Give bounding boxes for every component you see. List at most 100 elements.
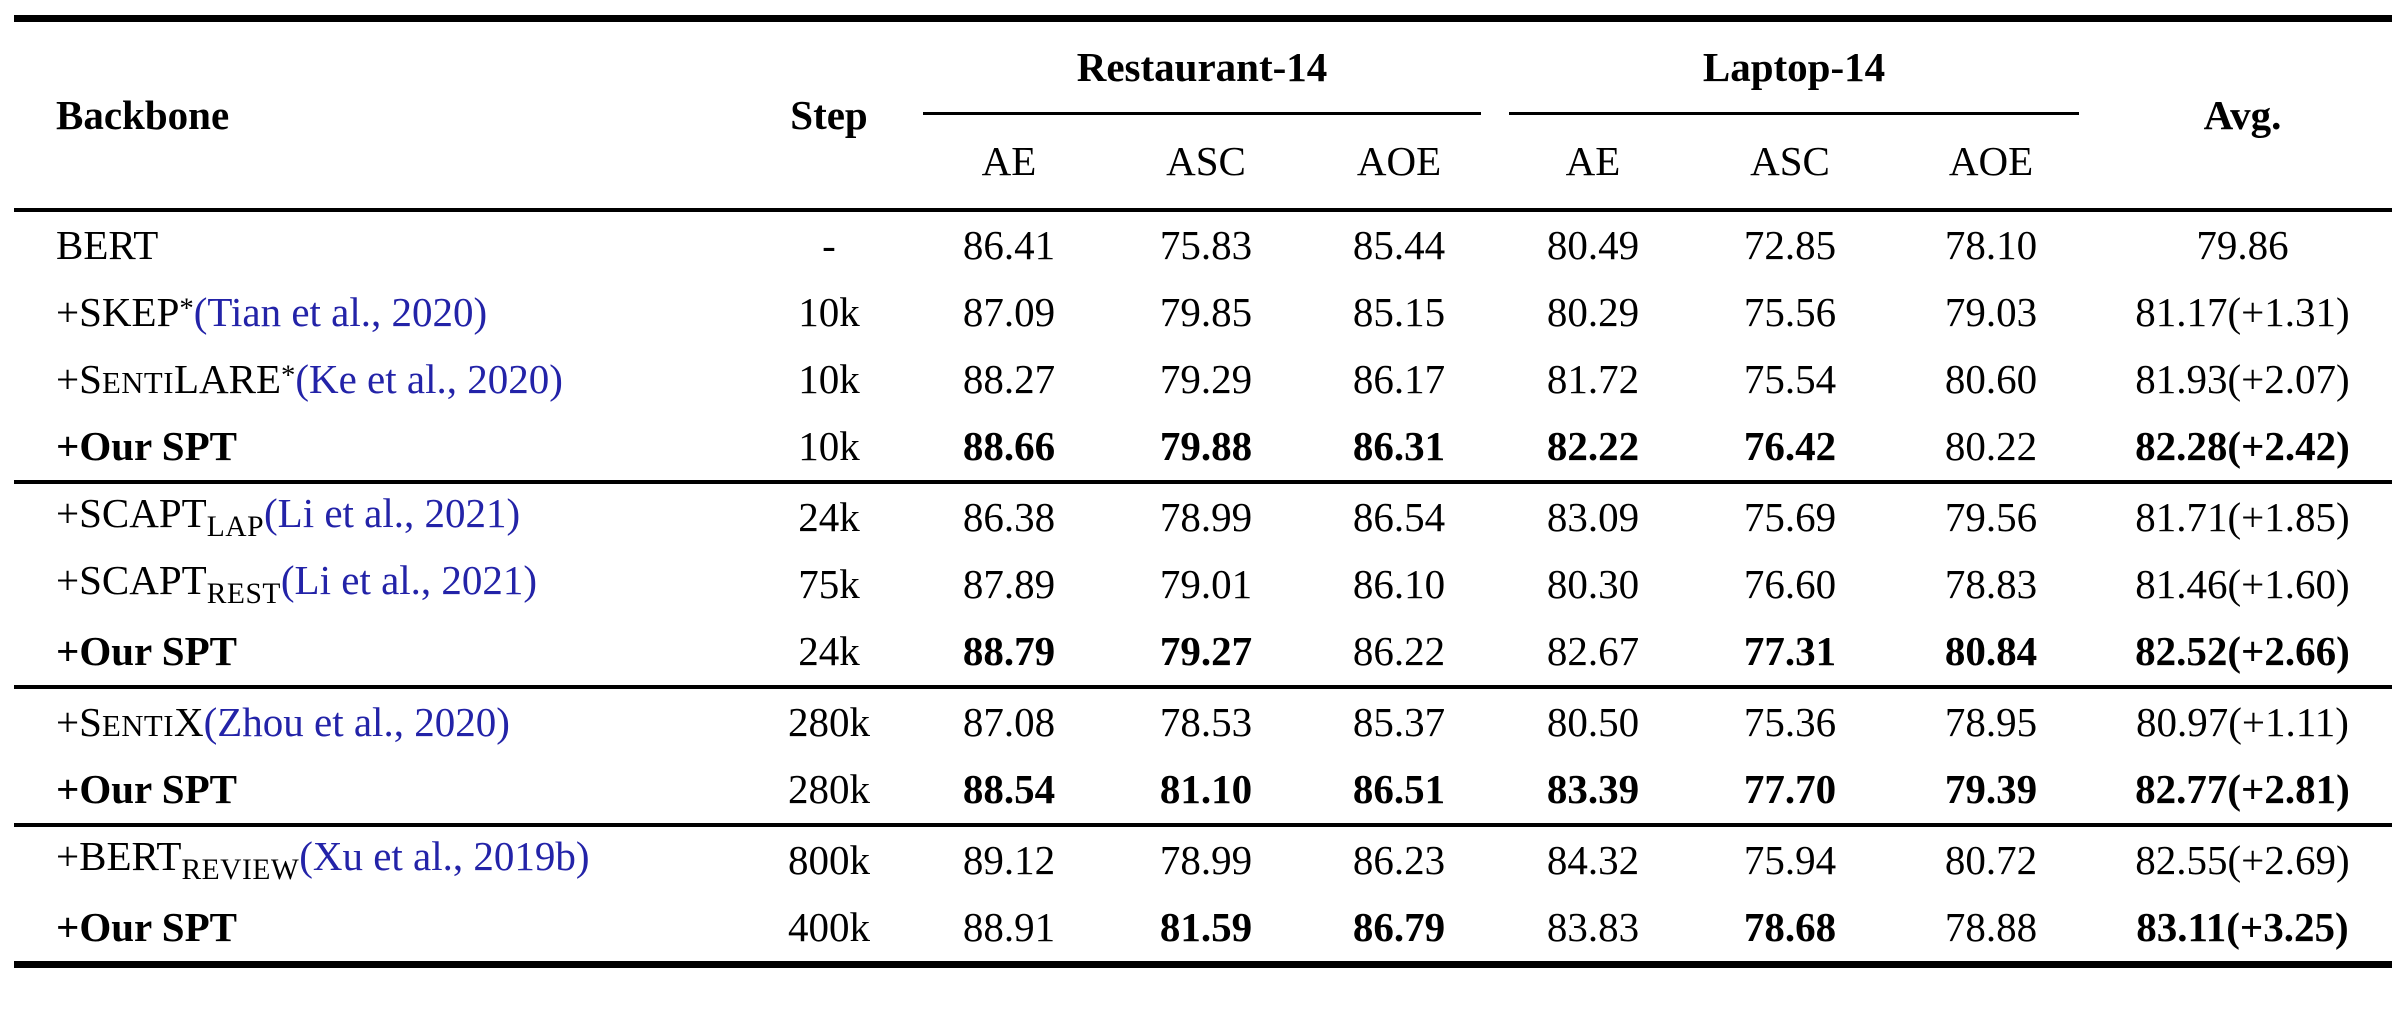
label-text: LAP xyxy=(206,510,264,543)
label-text: +BERT xyxy=(56,832,182,879)
cell-value: 78.88 xyxy=(1944,904,2038,950)
cell-value: 87.89 xyxy=(962,561,1056,607)
cell-value: 88.54 xyxy=(962,766,1056,812)
cell-value: 86.41 xyxy=(962,222,1056,268)
cell-avg: 82.28(+2.42) xyxy=(2135,423,2350,469)
cell-step: 24k xyxy=(798,494,860,540)
cell-value: 80.50 xyxy=(1546,699,1640,745)
cell-value: 77.31 xyxy=(1743,628,1837,674)
table-body: BERT - 86.41 75.83 85.44 80.49 72.85 78.10 79.86… xyxy=(14,212,2392,961)
cell-value: 75.83 xyxy=(1159,222,1253,268)
cell-value: 78.99 xyxy=(1159,837,1253,883)
cell-value: 87.08 xyxy=(962,699,1056,745)
cell-value: 78.99 xyxy=(1159,494,1253,540)
label-text: REVIEW xyxy=(181,853,300,886)
table-row: BERT - 86.41 75.83 85.44 80.49 72.85 78.10 79.86 xyxy=(14,212,2392,279)
cell-value: 85.44 xyxy=(1352,222,1446,268)
cell-value: 82.67 xyxy=(1546,628,1640,674)
cell-value: 78.53 xyxy=(1159,699,1253,745)
results-table: Backbone Step Restaurant-14 Laptop-14 Av… xyxy=(14,15,2392,968)
cell-value: 82.22 xyxy=(1546,423,1640,469)
label-text: +S xyxy=(56,699,102,745)
group-label: Laptop-14 xyxy=(1702,43,1886,90)
label-text: +S xyxy=(56,356,102,402)
cell-step: 75k xyxy=(798,561,860,607)
row-label: +Our SPT xyxy=(14,426,749,467)
cell-value: 76.60 xyxy=(1743,561,1837,607)
label-text: BERT xyxy=(56,222,159,268)
cell-value: 85.37 xyxy=(1352,699,1446,745)
row-label: +Our SPT xyxy=(14,769,749,810)
cell-value: 86.31 xyxy=(1352,423,1446,469)
cell-value: 81.59 xyxy=(1159,904,1253,950)
cell-step: - xyxy=(822,222,836,268)
citation-link[interactable]: (Ke et al., 2020) xyxy=(295,356,563,402)
row-label: +SENTIX(Zhou et al., 2020) xyxy=(14,702,749,743)
cell-step: 280k xyxy=(788,699,870,745)
cell-avg: 80.97(+1.11) xyxy=(2136,699,2349,745)
cell-avg: 79.86 xyxy=(2196,222,2289,268)
cell-value: 89.12 xyxy=(962,837,1056,883)
cell-value: 81.72 xyxy=(1546,356,1640,402)
cell-value: 79.88 xyxy=(1159,423,1253,469)
cell-value: 79.85 xyxy=(1159,289,1253,335)
cell-value: 72.85 xyxy=(1743,222,1837,268)
cell-step: 280k xyxy=(788,766,870,812)
table-row: +SENTILARE*(Ke et al., 2020) 10k 88.27 79.2… xyxy=(14,346,2392,413)
cell-avg: 81.46(+1.60) xyxy=(2135,561,2350,607)
row-label: +SENTILARE*(Ke et al., 2020) xyxy=(14,359,749,400)
header-avg: Avg. xyxy=(2203,91,2282,138)
cell-value: 75.56 xyxy=(1743,289,1837,335)
label-text: +Our SPT xyxy=(56,766,237,812)
cell-value: 79.27 xyxy=(1159,628,1253,674)
subcol-laptop-aoe: AOE xyxy=(1948,138,2034,184)
citation-link[interactable]: (Li et al., 2021) xyxy=(280,556,538,603)
cell-value: 86.22 xyxy=(1352,628,1446,674)
label-text: * xyxy=(281,359,296,392)
citation-link[interactable]: (Xu et al., 2019b) xyxy=(299,832,590,879)
cell-value: 83.39 xyxy=(1546,766,1640,812)
subcol-restaurant-asc: ASC xyxy=(1166,138,1246,184)
cell-value: 80.72 xyxy=(1944,837,2038,883)
cell-value: 78.95 xyxy=(1944,699,2038,745)
cell-value: 88.79 xyxy=(962,628,1056,674)
table-row: +Our SPT 400k 88.91 81.59 86.79 83.83 78.68 78.… xyxy=(14,894,2392,961)
label-text: +SCAPT xyxy=(56,489,207,536)
row-label: +Our SPT xyxy=(14,631,749,672)
cell-value: 77.70 xyxy=(1743,766,1837,812)
cell-value: 80.60 xyxy=(1944,356,2038,402)
cell-avg: 81.71(+1.85) xyxy=(2135,494,2350,540)
cell-value: 80.30 xyxy=(1546,561,1640,607)
cell-value: 79.03 xyxy=(1944,289,2038,335)
group-label: Restaurant-14 xyxy=(1076,43,1328,90)
table-row: +BERTREVIEW(Xu et al., 2019b) 800k 89.12 78… xyxy=(14,827,2392,894)
table-header: Backbone Step Restaurant-14 Laptop-14 Av… xyxy=(14,22,2392,212)
table-row: +Our SPT 280k 88.54 81.10 86.51 83.39 77.70 79.… xyxy=(14,756,2392,827)
cell-step: 10k xyxy=(798,356,860,402)
citation-link[interactable]: (Tian et al., 2020) xyxy=(193,289,488,335)
row-label: +SCAPTREST(Li et al., 2021) xyxy=(14,556,749,609)
cell-avg: 81.93(+2.07) xyxy=(2135,356,2350,402)
cell-value: 75.94 xyxy=(1743,837,1837,883)
table-row: +SKEP*(Tian et al., 2020) 10k 87.09 79.85 85… xyxy=(14,279,2392,346)
cell-value: 86.17 xyxy=(1352,356,1446,402)
header-group-laptop-14: Laptop-14 xyxy=(1509,22,2079,115)
cell-value: 78.68 xyxy=(1743,904,1837,950)
cell-step: 400k xyxy=(788,904,870,950)
table-row: +SCAPTREST(Li et al., 2021) 75k 87.89 79.01… xyxy=(14,551,2392,618)
cell-value: 87.09 xyxy=(962,289,1056,335)
label-text: +SCAPT xyxy=(56,556,207,603)
row-label: BERT xyxy=(14,225,749,266)
cell-avg: 83.11(+3.25) xyxy=(2136,904,2349,950)
cell-value: 88.27 xyxy=(962,356,1056,402)
table-row: +Our SPT 10k 88.66 79.88 86.31 82.22 76.42 80.2… xyxy=(14,413,2392,484)
row-label: +SCAPTLAP(Li et al., 2021) xyxy=(14,489,749,543)
cell-value: 75.54 xyxy=(1743,356,1837,402)
header-step: Step xyxy=(790,91,868,138)
citation-link[interactable]: (Li et al., 2021) xyxy=(264,489,521,536)
label-text: +Our SPT xyxy=(56,904,237,950)
citation-link[interactable]: (Zhou et al., 2020) xyxy=(203,699,510,745)
subcol-laptop-ae: AE xyxy=(1565,138,1621,184)
cell-value: 80.29 xyxy=(1546,289,1640,335)
subcol-restaurant-ae: AE xyxy=(981,138,1037,184)
